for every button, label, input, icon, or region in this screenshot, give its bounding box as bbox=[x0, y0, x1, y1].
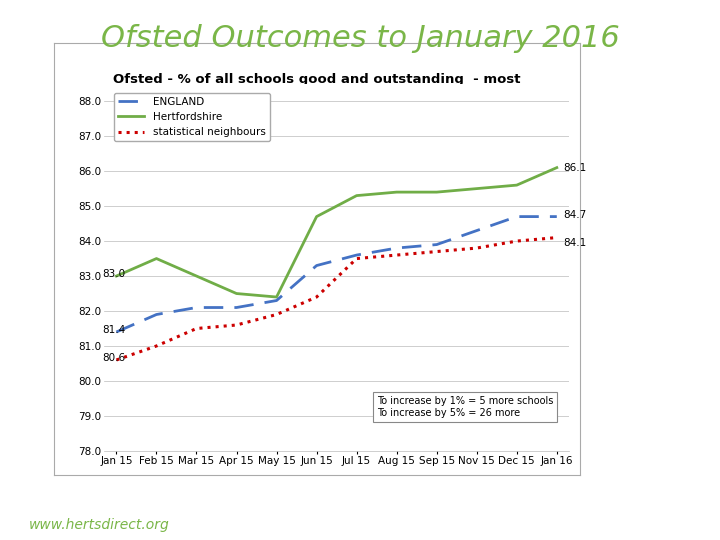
Text: 80.6: 80.6 bbox=[102, 353, 125, 363]
Text: www.hertsdirect.org: www.hertsdirect.org bbox=[29, 518, 169, 532]
Legend: ENGLAND, Hertfordshire, statistical neighbours: ENGLAND, Hertfordshire, statistical neig… bbox=[114, 92, 270, 141]
Text: 84.1: 84.1 bbox=[563, 238, 586, 248]
Text: 86.1: 86.1 bbox=[563, 163, 586, 173]
Text: 84.7: 84.7 bbox=[563, 210, 586, 220]
Text: 🦌: 🦌 bbox=[642, 484, 657, 508]
Text: To increase by 1% = 5 more schools
To increase by 5% = 26 more: To increase by 1% = 5 more schools To in… bbox=[377, 396, 553, 418]
Text: Ofsted - % of all schools good and outstanding  - most
recent inspection: Ofsted - % of all schools good and outst… bbox=[113, 73, 521, 102]
Text: 83.0: 83.0 bbox=[102, 269, 125, 279]
Text: Ofsted Outcomes to January 2016: Ofsted Outcomes to January 2016 bbox=[101, 24, 619, 53]
Text: Hertfordshire: Hertfordshire bbox=[613, 517, 687, 527]
Text: 81.4: 81.4 bbox=[102, 325, 126, 335]
